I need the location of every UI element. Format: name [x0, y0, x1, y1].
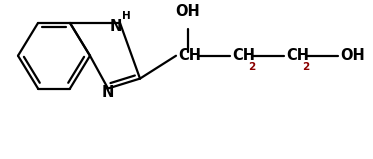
Text: 2: 2: [248, 62, 255, 72]
Text: 2: 2: [302, 62, 309, 72]
Text: N: N: [102, 85, 114, 100]
Text: CH: CH: [286, 48, 309, 63]
Text: N: N: [110, 19, 122, 35]
Text: OH: OH: [340, 48, 365, 63]
Text: H: H: [122, 11, 131, 21]
Text: OH: OH: [176, 4, 200, 19]
Text: CH: CH: [232, 48, 255, 63]
Text: CH: CH: [178, 48, 201, 63]
